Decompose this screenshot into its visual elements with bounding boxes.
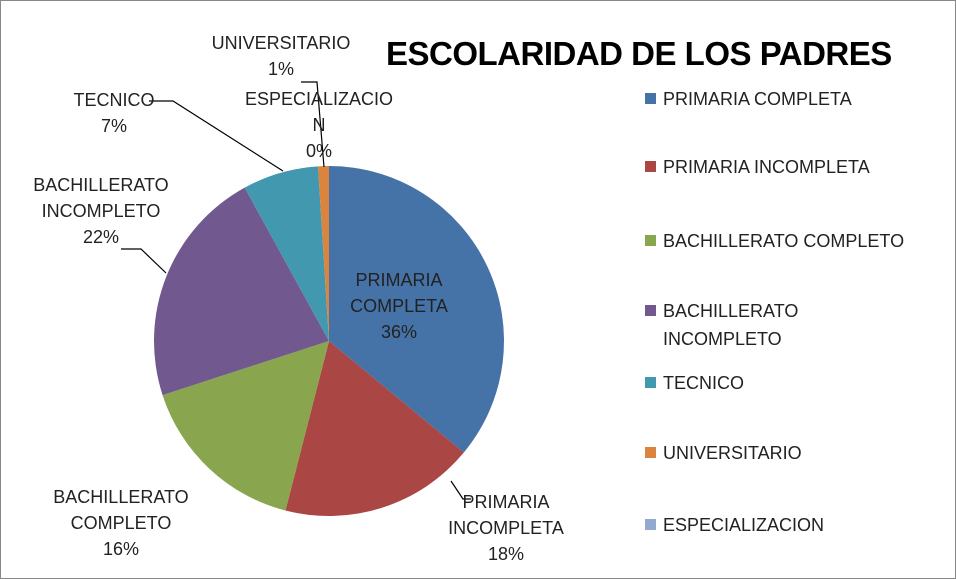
- pie-slice: [285, 341, 464, 516]
- chart-title: ESCOLARIDAD DE LOS PADRES: [386, 35, 892, 72]
- legend-label: PRIMARIA COMPLETA: [663, 89, 852, 109]
- legend-swatch: [645, 377, 656, 388]
- legend-swatch: [645, 305, 656, 316]
- legend-entry: BACHILLERATO COMPLETO: [645, 227, 913, 255]
- leader-line: [450, 480, 471, 500]
- data-label-category: PRIMARIA COMPLETA: [350, 270, 448, 316]
- pie-slice: [244, 166, 329, 341]
- legend-swatch: [645, 519, 656, 530]
- data-label-category: UNIVERSITARIO: [211, 33, 351, 53]
- data-label-value: 0%: [305, 141, 332, 161]
- legend-label: ESPECIALIZACION: [663, 515, 825, 535]
- data-label: BACHILLERATO INCOMPLETO 22%: [16, 172, 186, 250]
- leader-line: [301, 81, 325, 168]
- data-label: PRIMARIA INCOMPLETA 18%: [436, 489, 576, 567]
- legend-swatch: [645, 161, 656, 172]
- legend-entry: ESPECIALIZACION: [645, 511, 913, 539]
- pie-slice: [162, 341, 329, 511]
- pie-slice: [318, 166, 329, 341]
- leader-line: [149, 100, 284, 172]
- data-label: BACHILLERATO COMPLETO 16%: [41, 484, 201, 562]
- data-label-value: 22%: [82, 227, 120, 247]
- data-label-value: 16%: [102, 539, 140, 559]
- legend-swatch: [645, 447, 656, 458]
- legend-label: TECNICO: [663, 373, 744, 393]
- pie-slice: [153, 187, 329, 396]
- data-label-value: 7%: [100, 116, 127, 136]
- data-label-value: 1%: [267, 59, 294, 79]
- legend-entry: TECNICO: [645, 369, 913, 397]
- data-label-category: BACHILLERATO INCOMPLETO: [33, 175, 169, 221]
- legend-label: BACHILLERATO INCOMPLETO: [663, 301, 799, 349]
- data-label: TECNICO 7%: [54, 87, 174, 139]
- data-label: UNIVERSITARIO 1%: [191, 30, 371, 82]
- pie-slice: [329, 166, 504, 453]
- data-label-category: PRIMARIA INCOMPLETA: [448, 492, 564, 538]
- data-label: PRIMARIA COMPLETA 36%: [339, 267, 459, 345]
- legend-entry: UNIVERSITARIO: [645, 439, 913, 467]
- legend-swatch: [645, 93, 656, 104]
- data-label-value: 36%: [380, 322, 418, 342]
- data-label-category: TECNICO: [73, 90, 155, 110]
- legend-label: UNIVERSITARIO: [663, 443, 802, 463]
- legend-entry: PRIMARIA COMPLETA: [645, 85, 913, 113]
- legend-entry: BACHILLERATO INCOMPLETO: [645, 297, 913, 353]
- data-label: ESPECIALIZACION 0%: [243, 86, 395, 164]
- legend-label: BACHILLERATO COMPLETO: [663, 231, 905, 251]
- data-label-value: 18%: [487, 544, 525, 564]
- legend-swatch: [645, 235, 656, 246]
- data-label-category: ESPECIALIZACION: [244, 89, 394, 135]
- legend-label: PRIMARIA INCOMPLETA: [663, 157, 870, 177]
- legend-entry: PRIMARIA INCOMPLETA: [645, 153, 913, 181]
- leader-line: [121, 248, 167, 274]
- data-label-category: BACHILLERATO COMPLETO: [53, 487, 189, 533]
